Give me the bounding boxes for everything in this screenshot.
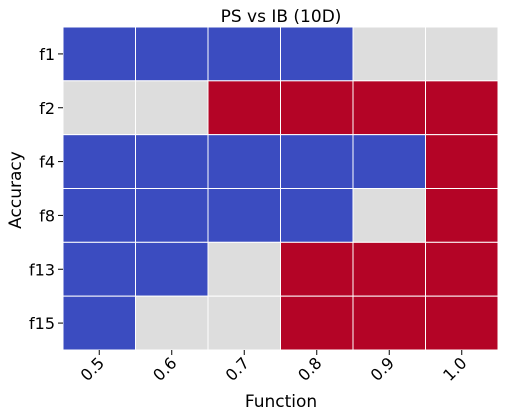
chart-title: PS vs IB (10D) bbox=[221, 7, 342, 27]
heatmap-cell bbox=[135, 134, 209, 190]
x-tick-label: 1.0 bbox=[439, 353, 470, 384]
x-axis-label: Function bbox=[245, 392, 317, 412]
heatmap-cell bbox=[207, 295, 281, 351]
y-axis-label: Accuracy bbox=[6, 151, 26, 229]
y-tick-label: f8 bbox=[39, 206, 55, 225]
heatmap-cell bbox=[62, 241, 136, 297]
heatmap-cell bbox=[425, 241, 499, 297]
heatmap-cell bbox=[207, 241, 281, 297]
heatmap-cell bbox=[352, 295, 426, 351]
x-tick-label: 0.6 bbox=[149, 353, 180, 384]
y-tick-label: f13 bbox=[29, 260, 55, 279]
heatmap-cell bbox=[207, 80, 281, 136]
heatmap-cell bbox=[207, 134, 281, 190]
y-axis-ticks: f1 f2 f4 f8 f13 f15 bbox=[29, 45, 63, 333]
heatmap-cell bbox=[135, 241, 209, 297]
heatmap-cell bbox=[280, 188, 354, 243]
heatmap-cell bbox=[425, 188, 499, 243]
heatmap-cell bbox=[352, 80, 426, 136]
heatmap-cell bbox=[425, 80, 499, 136]
heatmap-cell bbox=[135, 295, 209, 351]
heatmap-cell bbox=[425, 295, 499, 351]
heatmap-cell bbox=[352, 26, 426, 82]
heatmap-cell bbox=[207, 188, 281, 243]
heatmap-cell bbox=[62, 295, 136, 351]
heatmap-cell bbox=[425, 134, 499, 190]
heatmap-cell bbox=[352, 241, 426, 297]
heatmap-cell bbox=[280, 26, 354, 82]
heatmap-cell bbox=[280, 80, 354, 136]
heatmap-cells bbox=[62, 26, 499, 351]
heatmap-cell bbox=[280, 295, 354, 351]
x-axis-ticks: 0.5 0.6 0.7 0.8 0.9 1.0 bbox=[77, 350, 471, 385]
y-tick-label: f2 bbox=[39, 99, 55, 118]
heatmap-cell bbox=[352, 134, 426, 190]
x-tick-label: 0.5 bbox=[77, 353, 108, 384]
heatmap-cell bbox=[135, 26, 209, 82]
heatmap-cell bbox=[280, 134, 354, 190]
heatmap-cell bbox=[280, 241, 354, 297]
heatmap-cell bbox=[62, 134, 136, 190]
x-tick-label: 0.9 bbox=[367, 353, 398, 384]
heatmap-cell bbox=[135, 188, 209, 243]
y-tick-label: f15 bbox=[29, 314, 55, 333]
heatmap-cell bbox=[62, 188, 136, 243]
y-tick-label: f1 bbox=[39, 45, 55, 64]
heatmap-cell bbox=[207, 26, 281, 82]
x-tick-label: 0.7 bbox=[222, 353, 253, 384]
heatmap-cell bbox=[352, 188, 426, 243]
heatmap-cell bbox=[135, 80, 209, 136]
heatmap-cell bbox=[425, 26, 499, 82]
heatmap-cell bbox=[62, 80, 136, 136]
x-tick-label: 0.8 bbox=[294, 353, 325, 384]
y-tick-label: f4 bbox=[39, 153, 55, 172]
heatmap-cell bbox=[62, 26, 136, 82]
